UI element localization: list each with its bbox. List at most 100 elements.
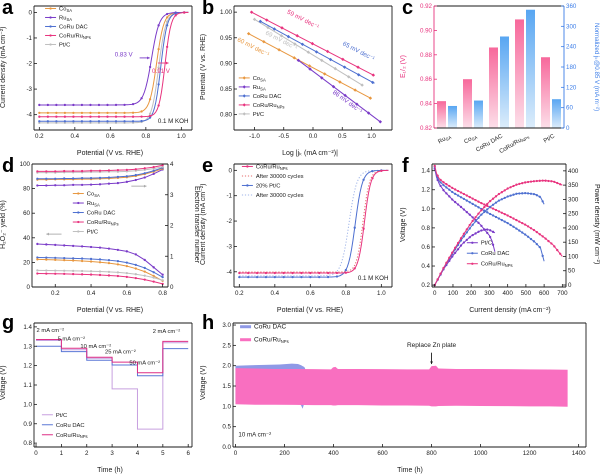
marker-diamond xyxy=(341,57,345,62)
marker-dot xyxy=(72,183,75,187)
arrow-head xyxy=(46,232,49,236)
panel-h-y-axis-label: Voltage (V) xyxy=(200,365,207,401)
marker-dot xyxy=(72,257,75,260)
marker-dot xyxy=(125,175,128,178)
marker-dot xyxy=(451,198,454,201)
marker-dot xyxy=(535,194,538,197)
marker-dot xyxy=(143,167,146,170)
marker-dot xyxy=(541,235,544,238)
marker-dot xyxy=(518,220,521,223)
x-tick-label: 600 xyxy=(377,450,388,457)
marker-dot xyxy=(439,184,442,188)
bar-jk xyxy=(526,9,535,129)
panel-a: 0.2 0.4 0.6 0.8 1.0 0 -1 -2 -3 -4 0.83 V 0.91 V 0.1 … xyxy=(0,0,200,158)
marker-dot xyxy=(80,259,84,263)
marker-dot xyxy=(89,183,93,186)
marker-dot xyxy=(494,195,498,198)
marker-dot xyxy=(140,119,143,123)
panel-b-x-axis-label: Log |jₖ (mA cm⁻²)| xyxy=(282,150,338,157)
y2-tick-label: 250 xyxy=(568,211,579,218)
y-tick-label: 3.0 xyxy=(222,322,231,329)
marker-dot xyxy=(131,111,135,114)
bar-ehalf xyxy=(541,57,550,128)
marker-dot xyxy=(442,189,445,192)
marker-dot xyxy=(509,186,512,189)
legend-label: CoRu/RuNPs xyxy=(59,33,91,39)
legend-item-CoRu/RuNPs: CoRu/RuNPs xyxy=(241,164,288,171)
marker-dot xyxy=(445,186,448,189)
markers-Ru_SA yield xyxy=(36,242,164,276)
plot-root: 0 1 2 3 4 5 6 0.8 0.9 1.0 1.1 1.2 1.3 1.4 2 mA cm⁻² 5 m… xyxy=(23,322,193,457)
marker-dot xyxy=(559,183,562,186)
x-tick-label: 300 xyxy=(484,290,495,297)
marker-dot xyxy=(491,197,495,200)
chart-d-yield-plot: 0.2 0.4 0.6 0.802040608010001234CoSARuSACoR… xyxy=(20,161,174,297)
x-tick-label: 0.2 xyxy=(51,290,60,297)
marker-dot xyxy=(550,242,553,245)
bar-jk xyxy=(448,105,457,128)
legend-item-Pt/C: Pt/C xyxy=(466,241,492,247)
marker-dot xyxy=(165,12,169,16)
legend-marker xyxy=(242,76,246,80)
marker-dot xyxy=(36,256,39,259)
marker-dot xyxy=(353,226,356,229)
marker-dot xyxy=(489,235,492,239)
chart-b-tafel-plot: -1.0 -0.5 0.0 0.5 1.0 0.80 0.85 0.90 0.95 1.00 59 … xyxy=(220,5,393,140)
x-tick-label: 400 xyxy=(502,290,513,297)
marker-dot xyxy=(468,236,471,239)
marker-diamond xyxy=(252,17,257,22)
series-Ru_SA xyxy=(298,59,381,123)
x-tick-label: 0.8 xyxy=(158,290,167,297)
marker-dot xyxy=(45,243,48,246)
marker-dot xyxy=(89,270,93,273)
marker-dot xyxy=(80,115,84,118)
legend-item-CoRu DAC: CoRu DAC xyxy=(41,423,85,429)
marker-dot xyxy=(456,248,460,251)
legend-label: 20% Pt/C xyxy=(256,183,281,189)
markers-CoRu/Ru_NPs xyxy=(38,11,186,118)
y2-tick-label: 300 xyxy=(568,196,579,203)
marker-dot xyxy=(134,173,137,177)
marker-dot xyxy=(174,12,177,15)
marker-dot xyxy=(125,180,128,183)
marker-dot xyxy=(157,104,160,107)
marker-dot xyxy=(116,274,120,278)
marker-dot xyxy=(532,240,536,243)
marker-diamond xyxy=(249,10,254,14)
marker-dot xyxy=(445,192,448,195)
x-tick-label: 1.0 xyxy=(177,133,186,140)
marker-dot xyxy=(491,230,495,233)
x-tick-label: 3 xyxy=(110,450,114,457)
marker-dot xyxy=(442,181,445,184)
marker-dot xyxy=(509,223,512,227)
y2-tick-label: 180 xyxy=(566,64,577,71)
marker-diamond xyxy=(320,76,324,80)
legend-label: Pt/C xyxy=(59,42,70,48)
marker-dot xyxy=(123,115,126,118)
marker-dot xyxy=(63,115,67,118)
marker-dot xyxy=(54,258,57,261)
x-tick-label: 1.0 xyxy=(377,290,386,297)
marker-dot xyxy=(38,111,41,115)
marker-dot xyxy=(451,186,454,190)
annotation-86 mV dec⁻¹: 86 mV dec⁻¹ xyxy=(331,89,363,115)
y2-tick-label: 360 xyxy=(566,3,577,10)
marker-dot xyxy=(134,178,137,182)
marker-dot xyxy=(80,176,84,180)
marker-dot xyxy=(134,267,137,270)
marker-diamond xyxy=(323,72,327,76)
marker-diamond xyxy=(346,75,351,79)
y-tick-label: -2 xyxy=(26,61,32,68)
marker-dot xyxy=(106,115,109,118)
marker-dot xyxy=(152,169,155,172)
marker-dot xyxy=(535,242,538,246)
marker-dot xyxy=(98,273,102,277)
marker-dot xyxy=(143,258,146,262)
marker-dot xyxy=(63,111,67,115)
marker-dot xyxy=(454,188,457,191)
legend-label: CoRu/RuNPs xyxy=(254,337,289,344)
legend-marker xyxy=(77,230,80,233)
marker-dot xyxy=(106,120,109,123)
